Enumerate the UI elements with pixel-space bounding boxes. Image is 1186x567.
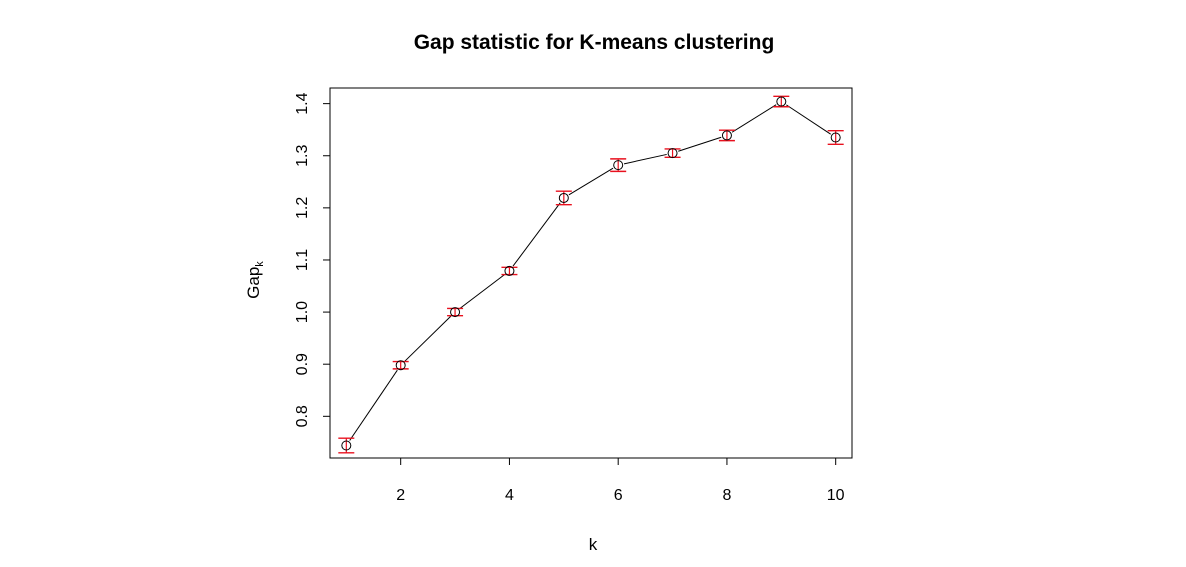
series-layer: [338, 95, 844, 454]
data-point: [395, 360, 406, 371]
data-point: [341, 440, 352, 451]
x-axis-label: k: [589, 535, 598, 554]
y-axis-label-subscript: k: [254, 261, 266, 267]
x-tick-label: 6: [614, 487, 623, 504]
series-line-segment: [623, 153, 667, 165]
series-line-segment: [349, 369, 398, 441]
x-axis: 2 4 6 8 10: [396, 458, 845, 504]
y-tick-label: 1.1: [294, 249, 311, 271]
y-tick-label: 0.9: [294, 353, 311, 375]
y-tick-label: 0.8: [294, 405, 311, 427]
y-tick-label: 1.0: [294, 301, 311, 323]
x-tick-label: 8: [722, 487, 731, 504]
series-line-segment: [786, 104, 831, 135]
chart-title: Gap statistic for K-means clustering: [414, 31, 775, 54]
data-point: [830, 132, 841, 143]
series-line-segment: [568, 167, 614, 196]
y-tick-label: 1.4: [294, 92, 311, 114]
y-axis: 0.8 0.9 1.0 1.1 1.2 1.3 1.4: [294, 92, 330, 427]
data-point: [721, 130, 732, 141]
x-tick-label: 10: [827, 487, 845, 504]
series-line-segment: [459, 274, 505, 309]
y-axis-label-text: Gap: [244, 267, 263, 299]
y-axis-label-group: Gapk: [244, 261, 266, 299]
y-tick-label: 1.2: [294, 197, 311, 219]
y-axis-label: Gapk: [244, 261, 266, 299]
plot-frame: [329, 87, 853, 459]
data-point: [613, 160, 624, 171]
data-point: [504, 265, 515, 276]
series-line-segment: [404, 315, 452, 362]
x-tick-label: 4: [505, 487, 514, 504]
series-line-segment: [512, 202, 561, 267]
data-point: [558, 192, 569, 203]
data-point: [450, 307, 461, 318]
x-tick-label: 2: [396, 487, 405, 504]
y-tick-label: 1.3: [294, 145, 311, 167]
series-line-segment: [731, 104, 777, 133]
data-point: [667, 148, 678, 159]
data-point: [776, 96, 787, 107]
series-line-segment: [678, 136, 722, 152]
